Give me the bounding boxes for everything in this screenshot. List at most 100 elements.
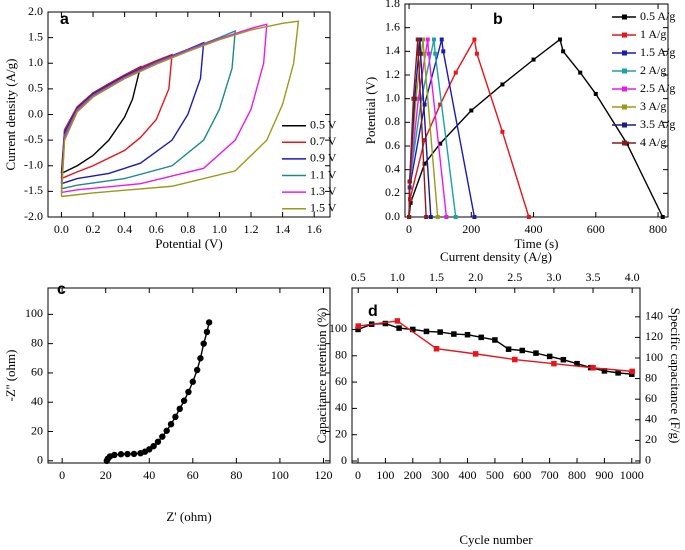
y-tick-label: -0.5	[24, 132, 43, 146]
marker	[615, 370, 621, 376]
y-tick-label: 60	[335, 374, 347, 388]
marker	[428, 215, 433, 219]
marker	[505, 346, 512, 352]
marker	[472, 351, 479, 357]
x-tick-label: 800	[649, 222, 667, 236]
marker	[451, 331, 457, 337]
y-axis-title: Potential (V)	[363, 77, 378, 145]
legend-label: 1 A/g	[640, 27, 666, 41]
y-tick-label: -2.0	[24, 209, 43, 223]
legend-label: 0.5 A/g	[640, 9, 675, 23]
x2-tick-label: 0.5	[351, 270, 366, 284]
y-tick-label: 100	[25, 306, 43, 320]
marker	[526, 215, 531, 219]
y2-tick-label: 140	[645, 309, 663, 323]
marker	[180, 397, 188, 404]
marker	[205, 319, 213, 326]
marker	[439, 37, 444, 42]
legend-marker	[622, 122, 627, 128]
marker	[424, 215, 429, 219]
marker	[453, 70, 458, 75]
y-tick-label: -1.0	[24, 158, 43, 172]
marker	[531, 57, 536, 62]
x-tick-label: 1000	[620, 468, 644, 482]
legend-label: 0.9 V	[310, 151, 337, 165]
marker	[172, 413, 179, 421]
y-tick-label: 1.0	[28, 55, 43, 69]
marker	[422, 102, 427, 107]
marker	[601, 368, 608, 374]
y-tick-label: 1.0	[385, 90, 400, 104]
plot-frame	[47, 287, 331, 464]
marker	[435, 215, 440, 219]
plot-frame	[404, 3, 669, 218]
marker	[197, 355, 204, 362]
y-tick-label: 80	[335, 348, 347, 362]
marker	[411, 96, 416, 101]
x-axis-title: Potential (V)	[155, 236, 223, 251]
marker	[578, 70, 583, 75]
x2-tick-label: 3.5	[586, 270, 601, 284]
x-tick-label: 200	[404, 468, 422, 482]
y-tick-label: 100	[329, 321, 347, 335]
marker	[167, 420, 175, 428]
x-axis-title: Z' (ohm)	[166, 509, 211, 524]
marker	[629, 368, 635, 375]
y2-tick-label: 20	[645, 432, 657, 446]
y-tick-label: 1.5	[28, 29, 43, 43]
legend-label: 2.5 A/g	[640, 81, 675, 95]
y-axis-title: Capacitance retention (%)	[314, 308, 329, 444]
x-tick-label: 100	[271, 468, 289, 482]
marker	[203, 328, 211, 336]
marker	[472, 37, 477, 42]
legend-label: 1.1 V	[310, 167, 337, 181]
y-tick-label: 60	[31, 365, 43, 379]
series-line	[358, 320, 633, 373]
marker	[551, 360, 557, 367]
marker	[478, 334, 484, 341]
x-tick-label: 700	[541, 468, 559, 482]
x-tick-label: 500	[486, 468, 504, 482]
x-tick-label: 600	[587, 222, 605, 236]
marker	[453, 215, 458, 219]
marker	[441, 49, 446, 54]
series-line	[60, 23, 268, 194]
marker	[117, 451, 125, 458]
marker	[396, 325, 402, 331]
y-tick-label: -1.5	[24, 183, 43, 197]
marker	[438, 102, 443, 107]
marker	[492, 337, 498, 343]
x-tick-label: 0.0	[54, 222, 69, 236]
legend-label: 4 A/g	[640, 135, 666, 149]
x-tick-label: 200	[462, 222, 480, 236]
x-tick-label: 1.0	[212, 222, 227, 236]
x2-tick-label: 1.5	[429, 270, 444, 284]
x-tick-label: 100	[376, 468, 394, 482]
x-tick-label: 60	[187, 468, 199, 482]
y-tick-label: 0.5	[28, 81, 43, 95]
y-tick-label: 20	[31, 423, 43, 437]
y-tick-label: 40	[31, 394, 43, 408]
x-tick-label: 80	[230, 468, 242, 482]
x-tick-label: 300	[431, 468, 449, 482]
panel-letter: a	[60, 11, 69, 28]
legend-label: 2 A/g	[640, 63, 666, 77]
y2-tick-label: 40	[645, 412, 657, 426]
x-tick-label: 400	[525, 222, 543, 236]
marker	[474, 51, 479, 56]
x-tick-label: 0.2	[86, 222, 101, 236]
marker	[574, 360, 580, 367]
marker	[560, 356, 567, 363]
y-tick-label: 0.8	[385, 114, 400, 128]
x-tick-label: 1.2	[244, 222, 259, 236]
marker	[500, 82, 505, 87]
marker	[472, 215, 477, 219]
marker	[407, 215, 412, 219]
x-tick-label: 0	[59, 468, 65, 482]
marker	[433, 345, 440, 352]
x2-tick-label: 1.0	[390, 270, 405, 284]
marker	[410, 326, 416, 333]
y-tick-label: 1.8	[385, 0, 400, 10]
x2-axis-title: Current density (A/g)	[440, 249, 552, 264]
